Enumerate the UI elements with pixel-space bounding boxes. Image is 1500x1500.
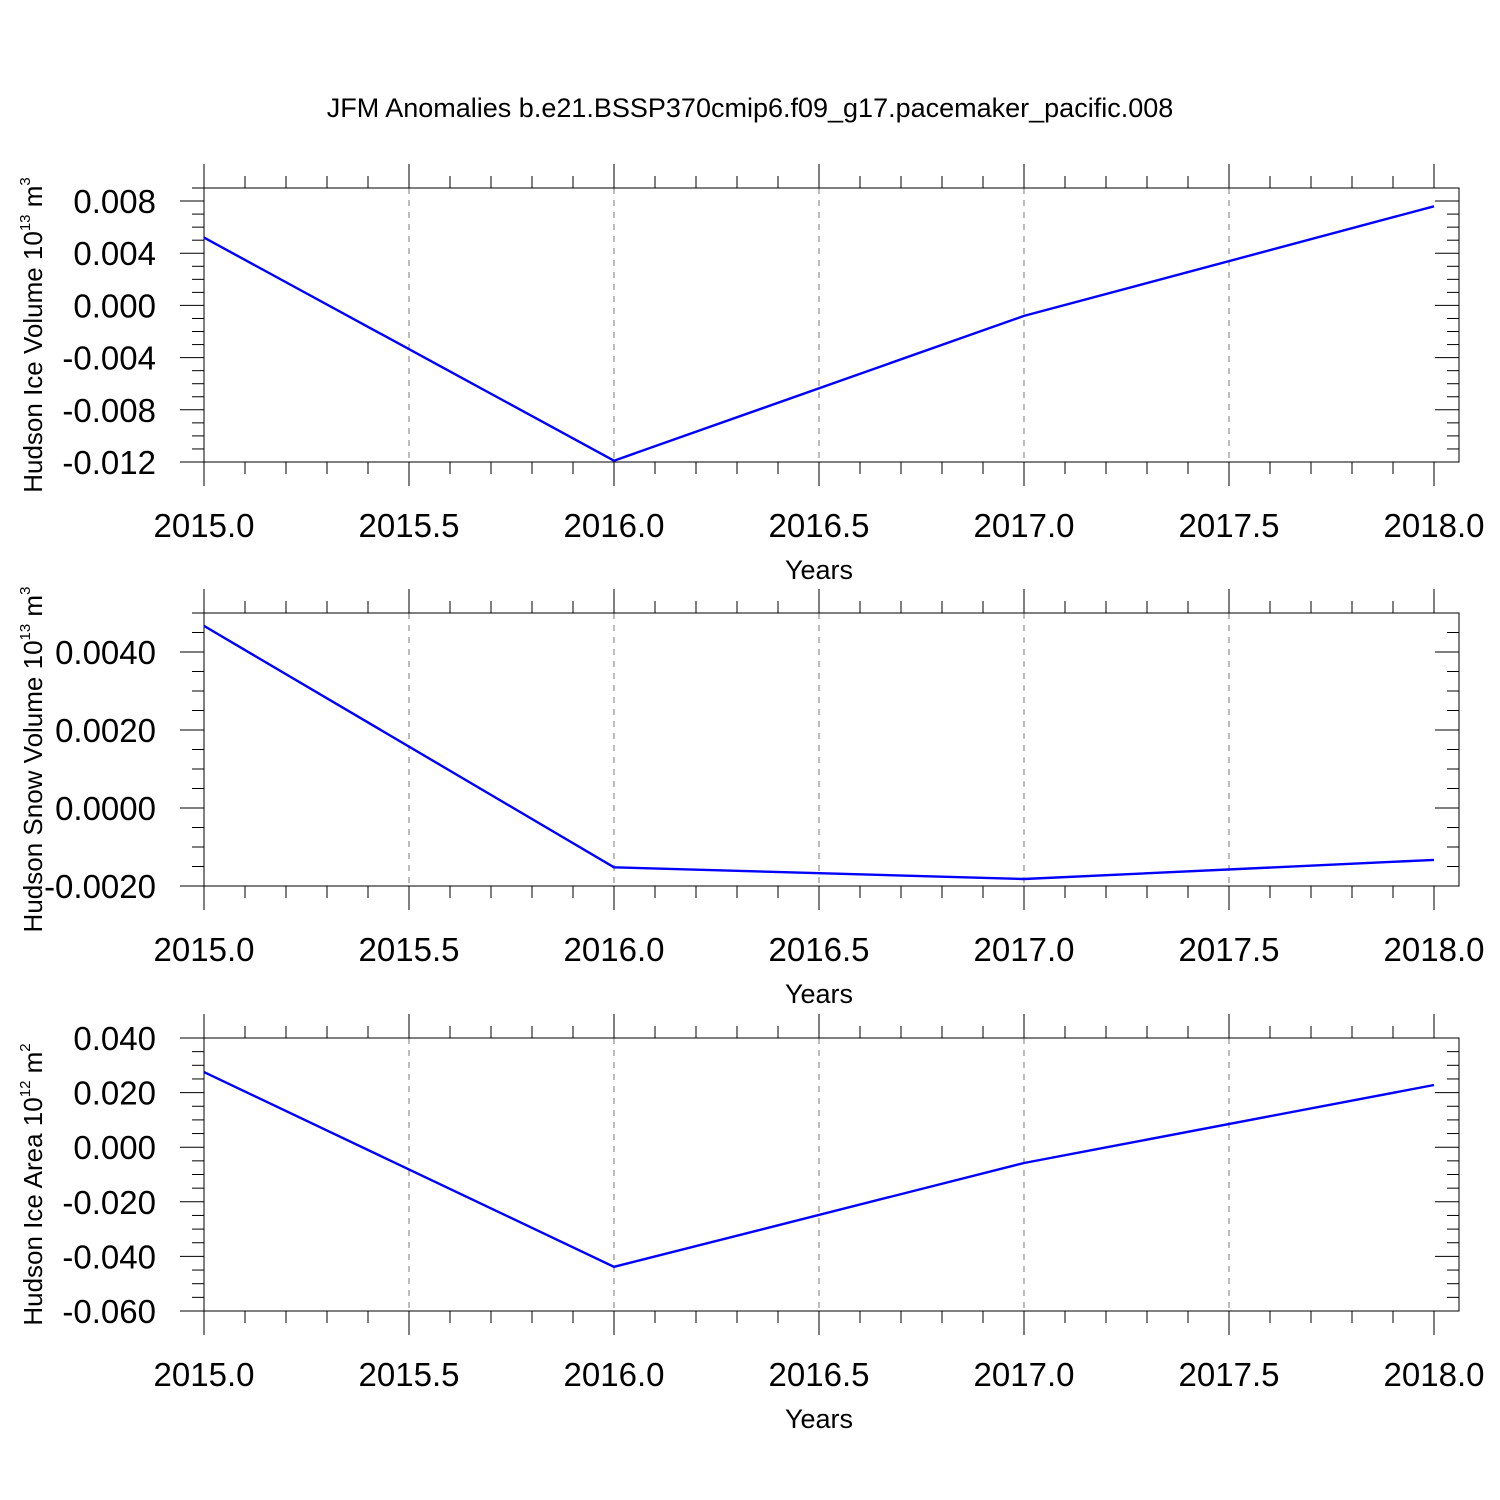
y-tick-label: 0.004 — [73, 235, 156, 272]
chart-panel-3: 0.040 0.020 0.000 -0.020 -0.040 -0.060 2015.0 2… — [17, 1014, 1484, 1434]
y-tick-label: 0.020 — [73, 1075, 156, 1112]
y-tick-label: -0.004 — [62, 340, 156, 377]
y-tick-label: 0.040 — [73, 1020, 156, 1057]
panels: 0.008 0.004 0.000 -0.004 -0.008 -0.012 2015.0 2… — [17, 164, 1484, 1434]
y-axis-label-unit-exponent: 3 — [17, 587, 34, 595]
y-tick-label: 0.000 — [73, 287, 156, 324]
y-tick-label: -0.020 — [62, 1184, 156, 1221]
series-line — [203, 1071, 1435, 1269]
y-tick-label: 0.008 — [73, 183, 156, 220]
x-tick-label: 2016.0 — [564, 1356, 665, 1393]
x-tick-label: 2017.0 — [974, 507, 1075, 544]
x-tick-label: 2016.5 — [769, 931, 870, 968]
y-tick-label: -0.040 — [62, 1238, 156, 1275]
y-axis-label-text: Hudson Snow Volume 10 — [18, 640, 48, 932]
y-tick-label: 0.0020 — [55, 712, 156, 749]
y-tick-label: 0.000 — [73, 1129, 156, 1166]
y-axis-label-unit-exponent: 3 — [17, 177, 34, 185]
x-tick-label: 2017.0 — [974, 1356, 1075, 1393]
x-tick-label: 2017.5 — [1179, 1356, 1280, 1393]
x-tick-label: 2015.0 — [154, 931, 255, 968]
y-axis-label-unit: m — [18, 595, 48, 624]
x-tick-label: 2015.5 — [359, 507, 460, 544]
y-axis-label-exponent: 12 — [17, 1081, 34, 1098]
y-tick-label: -0.060 — [62, 1293, 156, 1330]
y-axis-label-text: Hudson Ice Volume 10 — [18, 231, 48, 493]
x-tick-label: 2017.5 — [1179, 931, 1280, 968]
chart-panel-1: 0.008 0.004 0.000 -0.004 -0.008 -0.012 2015.0 2… — [17, 164, 1484, 585]
y-tick-label: -0.012 — [62, 444, 156, 481]
series-line — [203, 205, 1435, 463]
x-tick-label: 2016.0 — [564, 931, 665, 968]
x-tick-label: 2018.0 — [1384, 931, 1485, 968]
y-tick-label: 0.0040 — [55, 634, 156, 671]
x-tick-label: 2016.0 — [564, 507, 665, 544]
y-axis-label-unit: m — [18, 186, 48, 215]
x-tick-label: 2015.0 — [154, 1356, 255, 1393]
y-axis-label-text: Hudson Ice Area 10 — [18, 1097, 48, 1325]
series-line — [203, 624, 1435, 881]
x-tick-label: 2016.5 — [769, 507, 870, 544]
y-axis-label-unit-exponent: 2 — [17, 1043, 34, 1051]
x-tick-label: 2018.0 — [1384, 1356, 1485, 1393]
x-tick-label: 2016.5 — [769, 1356, 870, 1393]
y-tick-label: -0.008 — [62, 392, 156, 429]
y-axis-label: Hudson Snow Volume 1013 m3 — [17, 587, 48, 933]
y-axis-label-exponent: 13 — [17, 214, 34, 231]
x-axis-label: Years — [785, 555, 853, 585]
y-axis-label-exponent: 13 — [17, 624, 34, 641]
x-tick-label: 2017.0 — [974, 931, 1075, 968]
chart-title: JFM Anomalies b.e21.BSSP370cmip6.f09_g17… — [327, 93, 1174, 123]
x-tick-label: 2015.5 — [359, 1356, 460, 1393]
y-axis-label: Hudson Ice Volume 1013 m3 — [17, 177, 48, 493]
x-tick-label: 2015.0 — [154, 507, 255, 544]
y-axis-label: Hudson Ice Area 1012 m2 — [17, 1043, 48, 1325]
y-tick-label: 0.0000 — [55, 790, 156, 827]
plot-frame — [203, 187, 1460, 463]
x-axis-label: Years — [785, 1404, 853, 1434]
y-axis-label-unit: m — [18, 1052, 48, 1081]
x-tick-label: 2015.5 — [359, 931, 460, 968]
x-tick-label: 2017.5 — [1179, 507, 1280, 544]
x-tick-label: 2018.0 — [1384, 507, 1485, 544]
y-tick-label: -0.0020 — [44, 868, 156, 905]
chart-panel-2: 0.0040 0.0020 0.0000 -0.0020 2015.0 2015.5 201… — [17, 587, 1484, 1009]
x-axis-label: Years — [785, 979, 853, 1009]
